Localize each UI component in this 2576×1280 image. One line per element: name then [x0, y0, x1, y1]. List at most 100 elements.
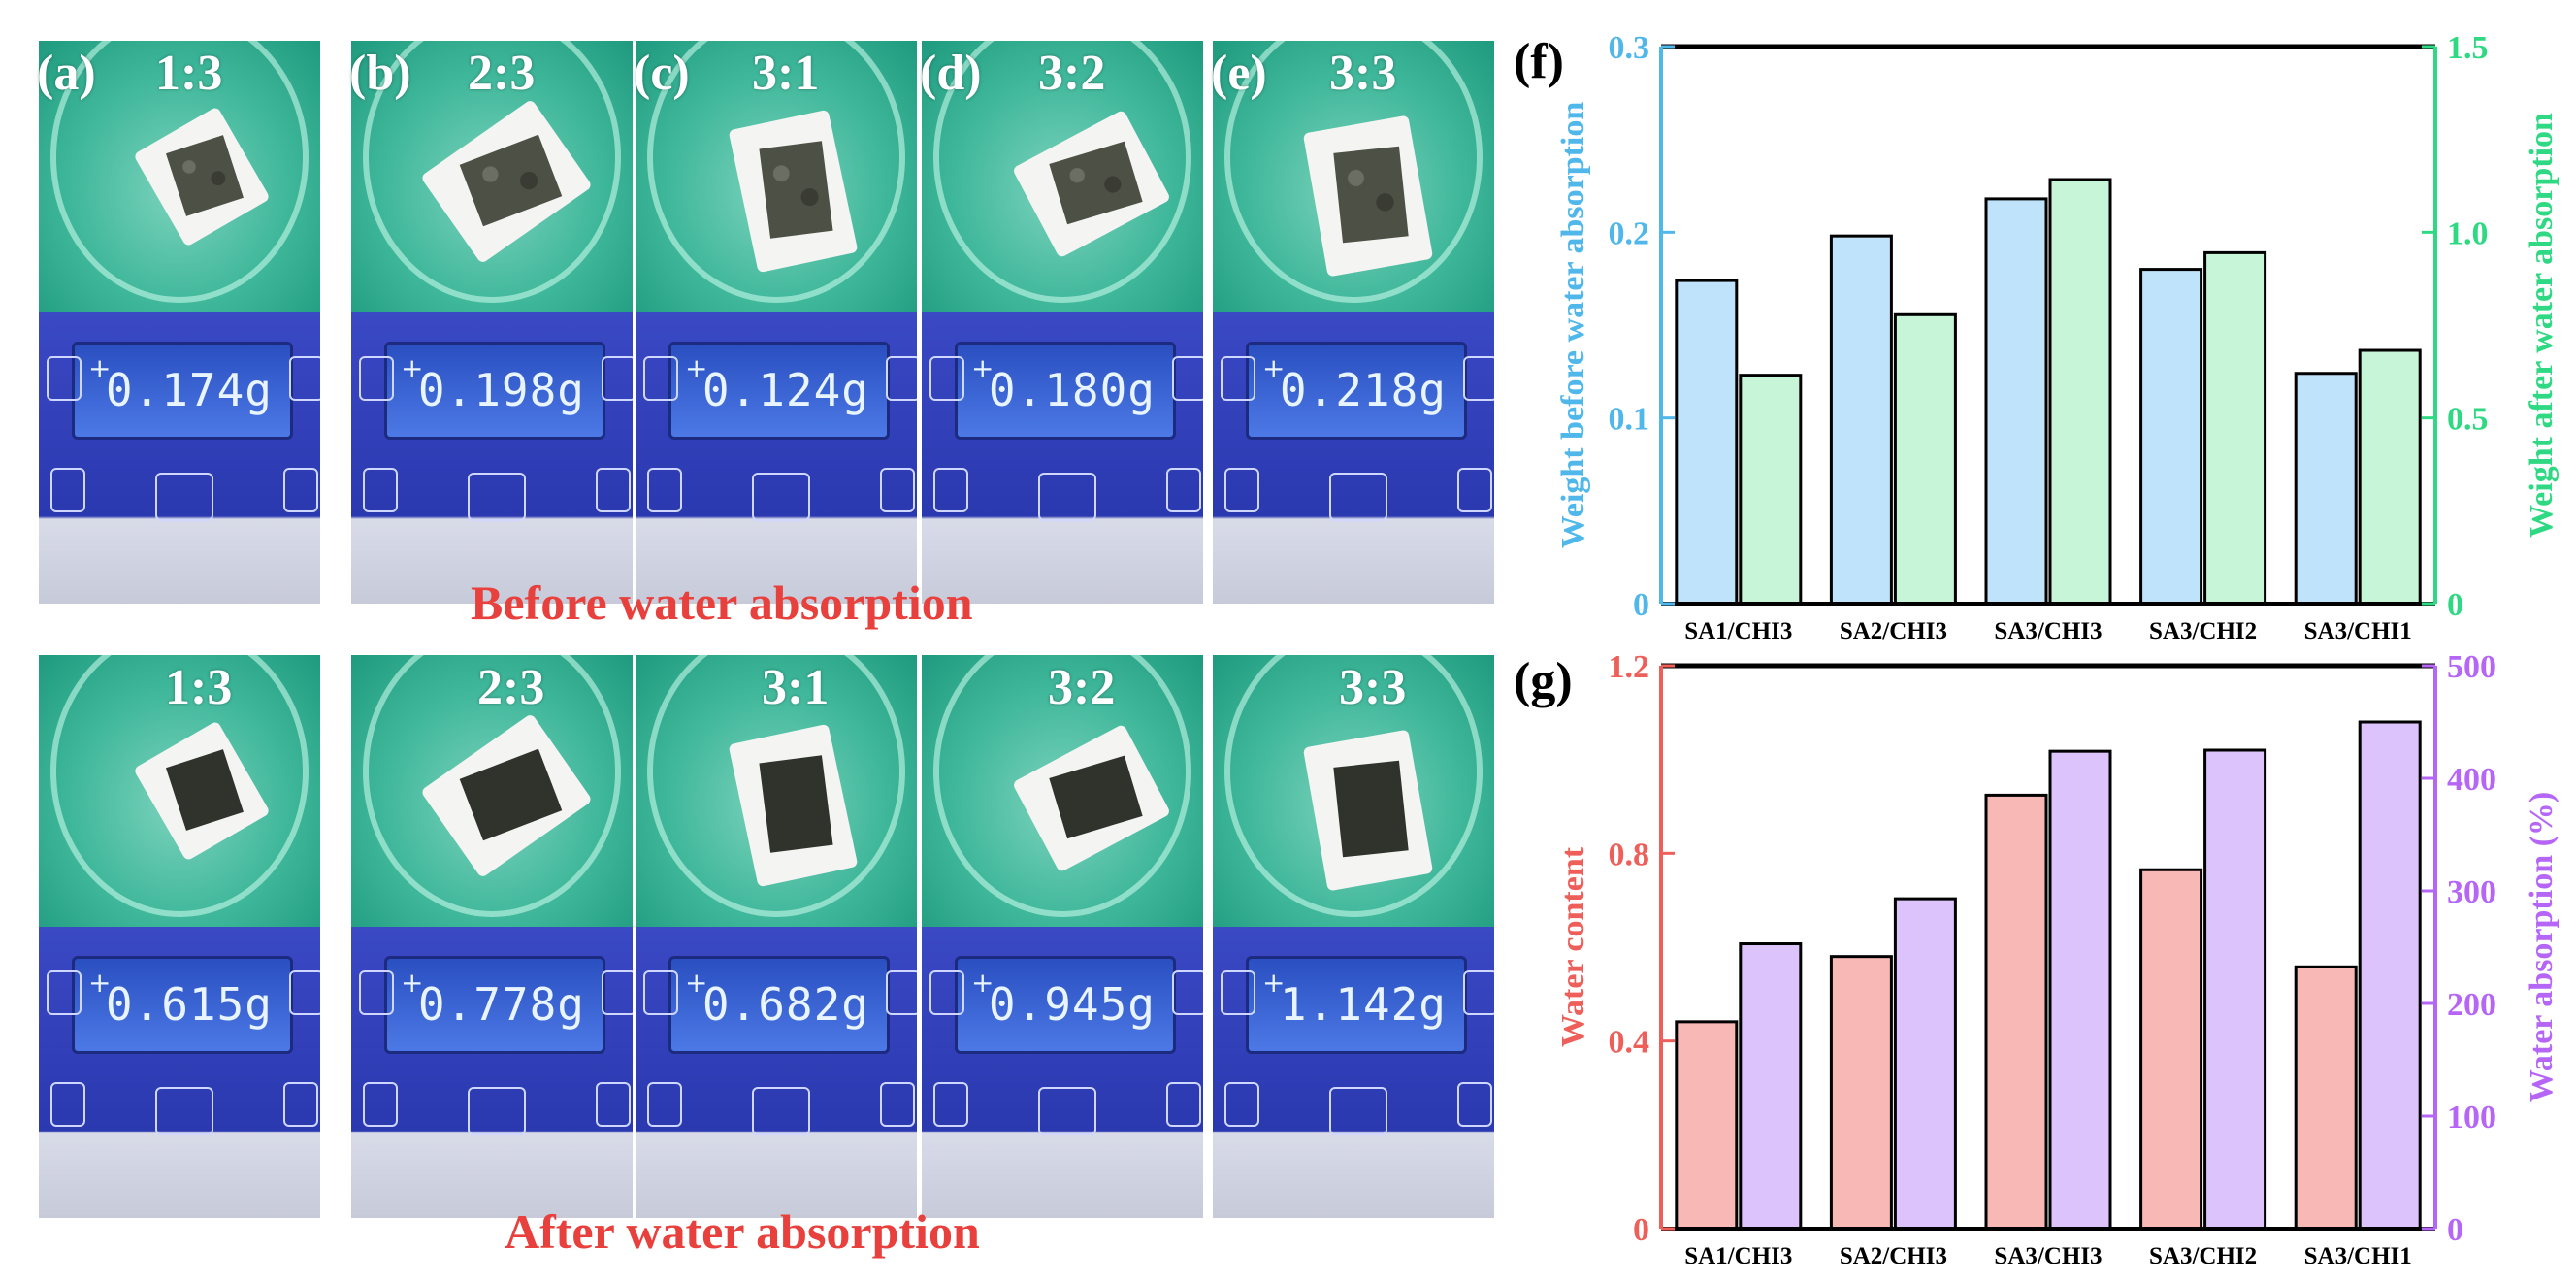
balance-display-panel: +0.124g	[636, 312, 917, 604]
right-tick-label: 0	[2447, 587, 2463, 623]
mix-ratio-label: 3:1	[762, 660, 830, 715]
balance-key	[1457, 468, 1492, 512]
x-tick-label: SA2/CHI3	[1840, 618, 1947, 644]
petri-dish	[1213, 655, 1494, 927]
bar-f-right-2	[1893, 312, 1957, 606]
bar-g-right-4	[2203, 748, 2267, 1231]
balance-display-panel: +0.682g	[636, 927, 917, 1218]
balance-key	[359, 970, 394, 1015]
right-tick-label: 300	[2447, 874, 2496, 910]
after-photo-5: +1.142g	[1213, 655, 1494, 1218]
weight-reading: 0.174g	[105, 364, 273, 416]
right-tick-label: 500	[2447, 649, 2496, 685]
balance-lcd: +0.682g	[668, 956, 890, 1054]
weight-reading: 0.198g	[417, 364, 585, 416]
petri-dish	[636, 655, 917, 927]
balance-display-panel: +0.615g	[39, 927, 320, 1218]
mix-ratio-label: 3:3	[1339, 660, 1407, 715]
stable-indicator-icon: +	[1262, 352, 1286, 384]
bar-f-left-1	[1675, 279, 1739, 606]
right-tick-label: 0	[2447, 1212, 2463, 1248]
after-photo-3: +0.682g	[636, 655, 917, 1218]
bar-f-right-1	[1739, 374, 1803, 606]
mix-ratio-label: 3:2	[1038, 46, 1106, 101]
mix-ratio-label: 2:3	[468, 46, 536, 101]
mix-ratio-label: 1:3	[155, 46, 223, 101]
before-photo-1: +0.174g	[39, 41, 320, 604]
balance-tare-key	[155, 1087, 213, 1135]
balance-lcd: +0.180g	[955, 342, 1176, 440]
balance-tare-key	[1038, 1087, 1096, 1135]
balance-display-panel: +0.174g	[39, 312, 320, 604]
balance-display-panel: +0.198g	[351, 312, 633, 604]
bar-charts: (f) SA1/CHI3 SA2/CHI3 SA3/CHI3 SA3/CHI2 SA3/C…	[1514, 30, 2560, 1269]
petri-dish	[39, 41, 320, 312]
x-tick-label: SA3/CHI1	[2304, 1243, 2412, 1269]
x-tick-label: SA3/CHI2	[2149, 618, 2257, 644]
balance-tare-key	[468, 473, 526, 521]
petri-dish	[1213, 41, 1494, 312]
balance-key	[47, 356, 82, 401]
balance-key	[602, 356, 633, 401]
stable-indicator-icon: +	[88, 352, 112, 384]
bar-g-left-3	[1984, 793, 2048, 1231]
bar-g-left-2	[1829, 955, 1893, 1231]
right-tick-label: 400	[2447, 762, 2496, 798]
dish-rim	[1224, 41, 1483, 303]
balance-key	[1457, 1082, 1492, 1127]
hydrogel-sample	[759, 755, 833, 853]
x-tick-label: SA1/CHI3	[1684, 1243, 1792, 1269]
weight-reading: 0.218g	[1279, 364, 1447, 416]
balance-key	[1172, 970, 1203, 1015]
balance-key	[1463, 970, 1494, 1015]
after-photo-4: +0.945g	[922, 655, 1203, 1218]
balance-key	[929, 356, 964, 401]
balance-lcd: +0.124g	[668, 342, 890, 440]
balance-display-panel: +1.142g	[1213, 927, 1494, 1218]
bar-f-right-4	[2203, 250, 2267, 606]
balance-tare-key	[155, 473, 213, 521]
petri-dish	[351, 41, 633, 312]
balance-key	[880, 468, 915, 512]
balance-key	[1224, 468, 1259, 512]
balance-lcd: +0.778g	[384, 956, 605, 1054]
balance-key	[50, 1082, 85, 1127]
bar-g-right-1	[1739, 942, 1803, 1231]
balance-lcd: +0.218g	[1246, 342, 1467, 440]
dish-rim	[933, 655, 1191, 917]
right-tick-label: 1.5	[2447, 30, 2489, 66]
bar-f-right-5	[2358, 348, 2422, 606]
stable-indicator-icon: +	[1262, 967, 1286, 999]
before-photo-2: +0.198g	[351, 41, 633, 604]
stable-indicator-icon: +	[401, 352, 424, 384]
after-photo-2: +0.778g	[351, 655, 633, 1218]
balance-key	[602, 970, 633, 1015]
panel-letter-f: (f)	[1514, 34, 1564, 89]
x-tick-label: SA3/CHI3	[1994, 1243, 2102, 1269]
balance-lcd: +0.945g	[955, 956, 1176, 1054]
panel-letter: (e)	[1211, 46, 1267, 101]
right-tick-label: 100	[2447, 1099, 2496, 1135]
bar-g-left-5	[2294, 965, 2358, 1231]
balance-tare-key	[1329, 473, 1387, 521]
balance-key	[1224, 1082, 1259, 1127]
weight-reading: 0.945g	[988, 978, 1156, 1031]
before-photo-4: +0.180g	[922, 41, 1203, 604]
x-tick-label: SA1/CHI3	[1684, 618, 1792, 644]
dish-rim	[647, 41, 905, 303]
bar-g-left-1	[1675, 1020, 1739, 1231]
left-tick-label: 0	[1633, 587, 1649, 623]
balance-key	[933, 468, 968, 512]
hydrogel-sample	[759, 141, 833, 239]
balance-display-panel: +0.945g	[922, 927, 1203, 1218]
mix-ratio-label: 1:3	[165, 660, 233, 715]
panel-letter: (d)	[920, 46, 982, 101]
panel-letter-g: (g)	[1514, 653, 1573, 708]
mix-ratio-label: 3:2	[1048, 660, 1116, 715]
left-axis-title-g: Water content	[1555, 846, 1591, 1047]
bar-f-left-4	[2139, 268, 2203, 606]
after-photo-1: +0.615g	[39, 655, 320, 1218]
petri-dish	[922, 655, 1203, 927]
right-tick-label: 0.5	[2447, 402, 2489, 438]
petri-dish	[636, 41, 917, 312]
